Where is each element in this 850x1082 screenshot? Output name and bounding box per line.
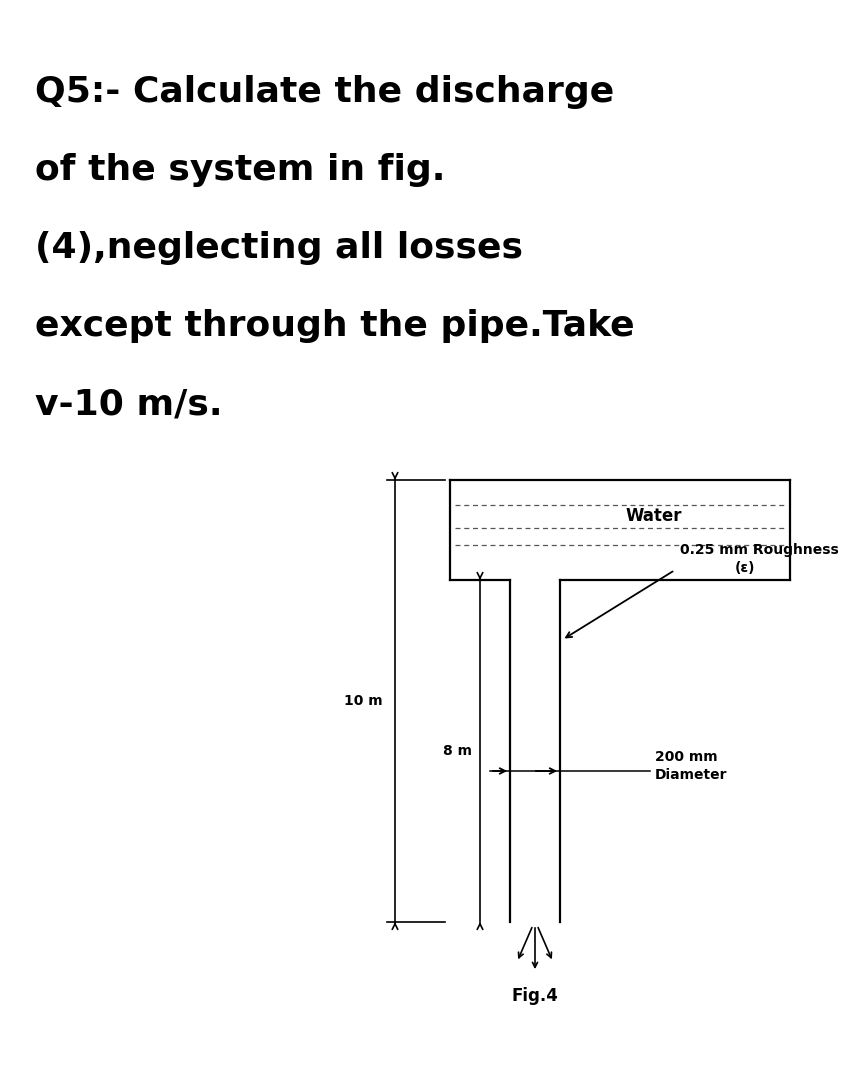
Text: (ε): (ε) bbox=[735, 560, 756, 575]
Text: (4),neglecting all losses: (4),neglecting all losses bbox=[35, 230, 523, 265]
Text: Water: Water bbox=[626, 507, 683, 525]
Text: v-10 m/s.: v-10 m/s. bbox=[35, 387, 223, 421]
Text: Fig.4: Fig.4 bbox=[512, 987, 558, 1005]
Text: Q5:- Calculate the discharge: Q5:- Calculate the discharge bbox=[35, 75, 615, 109]
Text: 10 m: 10 m bbox=[344, 694, 383, 708]
Text: except through the pipe.Take: except through the pipe.Take bbox=[35, 309, 635, 343]
Text: 8 m: 8 m bbox=[443, 744, 472, 758]
Text: of the system in fig.: of the system in fig. bbox=[35, 153, 445, 187]
Text: 0.25 mm Roughness: 0.25 mm Roughness bbox=[680, 543, 839, 557]
Text: 200 mm
Diameter: 200 mm Diameter bbox=[655, 750, 728, 781]
